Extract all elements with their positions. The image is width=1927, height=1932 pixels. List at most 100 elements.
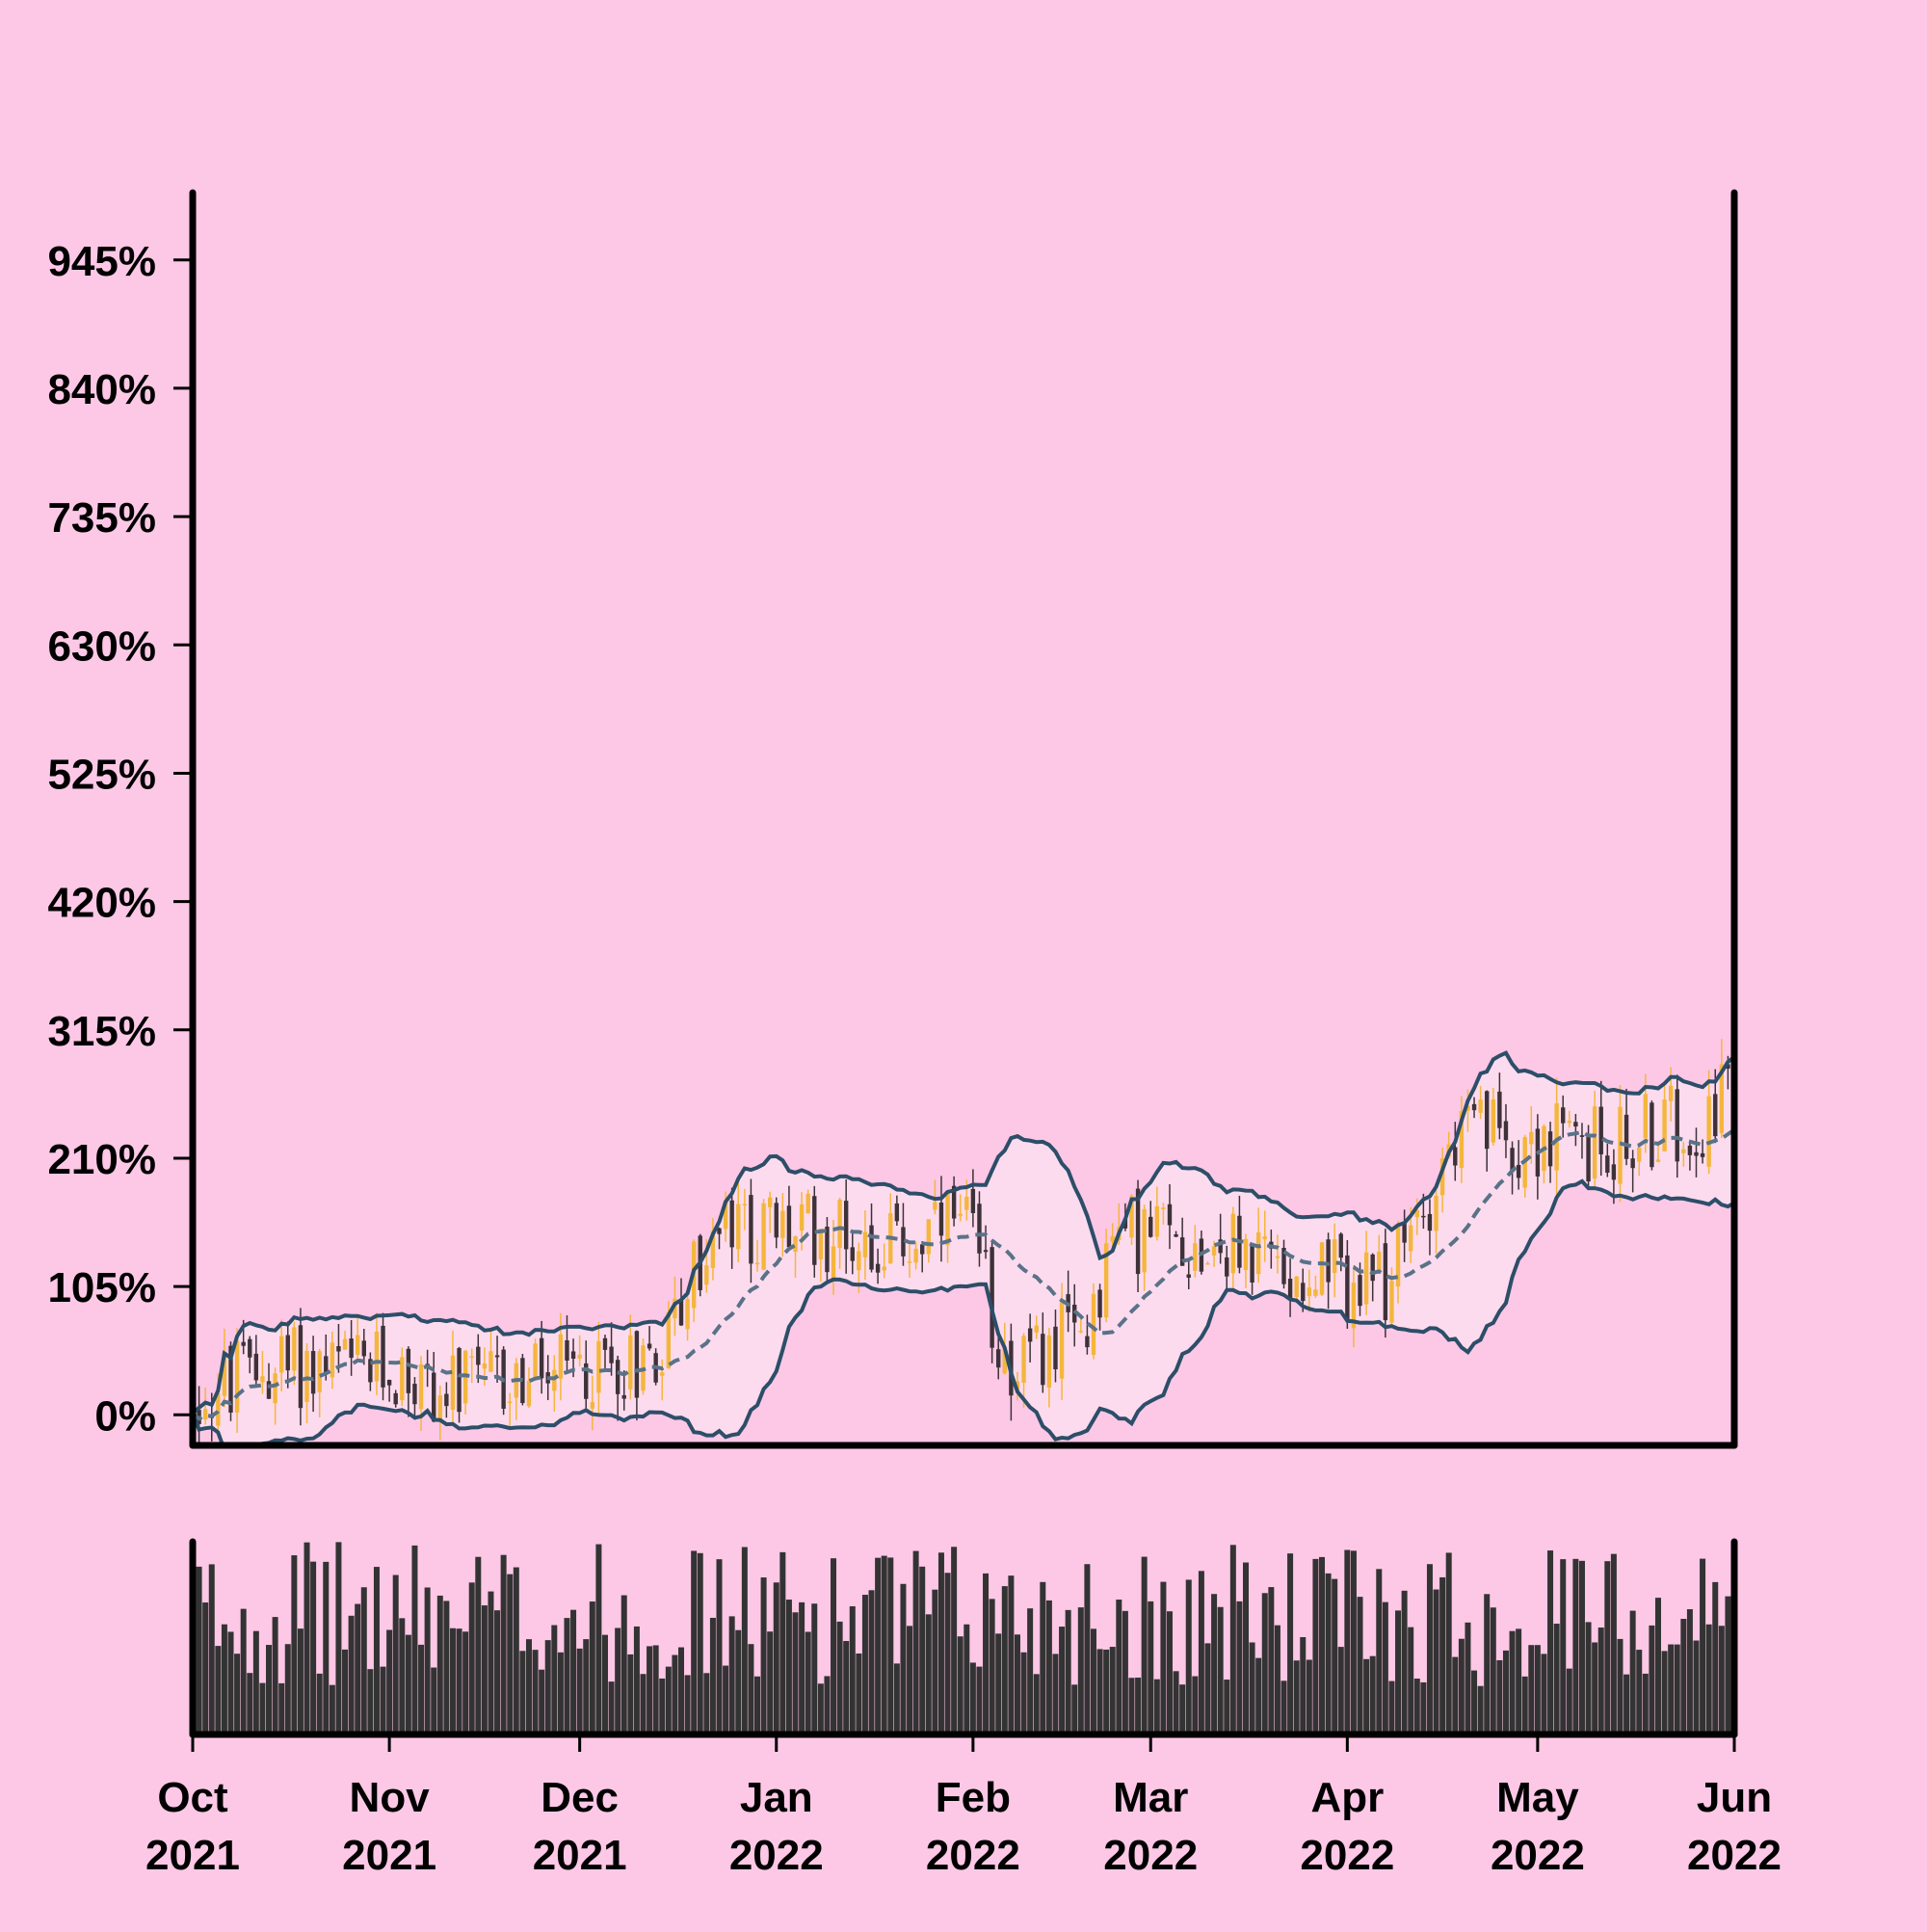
candle-body — [1301, 1283, 1306, 1302]
candle-body — [647, 1343, 652, 1349]
candle-body — [1218, 1239, 1223, 1254]
candlestick — [615, 1355, 620, 1421]
candle-body — [330, 1342, 335, 1378]
volume-bar — [1192, 1676, 1199, 1734]
candlestick — [1319, 1241, 1325, 1296]
volume-bar — [995, 1633, 1002, 1734]
candlestick — [901, 1203, 906, 1266]
candlestick — [1567, 1110, 1572, 1128]
candle-body — [1294, 1276, 1299, 1298]
candle-body — [1554, 1102, 1559, 1171]
candlestick — [977, 1191, 982, 1267]
candle-body — [1041, 1334, 1045, 1386]
candlestick — [1579, 1123, 1585, 1159]
candle-body — [1179, 1237, 1185, 1266]
candlestick — [317, 1348, 322, 1417]
candlestick — [1243, 1233, 1249, 1288]
candle-body — [926, 1219, 931, 1255]
candle-body — [253, 1353, 259, 1381]
volume-bar — [1680, 1619, 1687, 1734]
volume-bar — [1135, 1677, 1142, 1734]
candle-body — [1471, 1103, 1477, 1111]
candle-body — [1021, 1336, 1026, 1384]
candle-body — [1091, 1293, 1096, 1356]
volume-bar — [1077, 1607, 1084, 1734]
candle-body — [1459, 1111, 1465, 1169]
candlestick — [729, 1187, 734, 1269]
candlestick — [1491, 1087, 1495, 1146]
candle-body — [1726, 1064, 1730, 1070]
candle-body — [1681, 1149, 1686, 1153]
volume-bar — [912, 1550, 919, 1734]
volume-bar — [595, 1544, 602, 1734]
candle-body — [1307, 1287, 1312, 1297]
x-tick-label-month: May — [1496, 1774, 1579, 1821]
candle-body — [1637, 1147, 1642, 1162]
candlestick — [1637, 1146, 1642, 1177]
x-tick-label-year: 2021 — [342, 1832, 436, 1879]
volume-bar — [310, 1561, 317, 1734]
price-panel — [193, 1039, 1734, 1445]
candle-body — [508, 1401, 513, 1404]
candle-body — [444, 1393, 449, 1407]
candle-body — [742, 1204, 748, 1205]
volume-bar — [1332, 1578, 1338, 1734]
candle-body — [241, 1341, 246, 1346]
volume-bar — [1204, 1643, 1211, 1734]
candle-body — [749, 1195, 753, 1264]
candlestick — [1623, 1088, 1629, 1166]
volume-bar — [259, 1682, 266, 1734]
volume-bar — [824, 1676, 831, 1734]
candle-body — [1243, 1238, 1249, 1271]
candlestick — [450, 1330, 456, 1427]
candlestick — [1573, 1114, 1578, 1147]
volume-bar — [570, 1609, 577, 1734]
volume-bar — [525, 1639, 532, 1734]
candle-body — [1103, 1243, 1109, 1318]
volume-bar — [240, 1608, 247, 1734]
candlestick — [1478, 1085, 1483, 1120]
volume-bar — [868, 1590, 875, 1734]
candle-body — [1059, 1302, 1065, 1379]
candlestick — [437, 1385, 442, 1441]
volume-bar — [1153, 1679, 1160, 1734]
candle-body — [368, 1359, 373, 1383]
volume-bar — [539, 1669, 545, 1734]
candlestick — [774, 1197, 779, 1249]
candle-body — [825, 1227, 830, 1273]
volume-bar — [659, 1678, 666, 1734]
x-tick-label-month: Feb — [936, 1774, 1011, 1821]
candlestick — [938, 1176, 944, 1262]
candle-body — [1573, 1122, 1578, 1127]
volume-bar — [266, 1645, 273, 1734]
candle-body — [609, 1346, 614, 1363]
volume-bar — [1661, 1651, 1668, 1734]
middle-band-line — [193, 1127, 1734, 1421]
volume-bar — [957, 1636, 964, 1734]
volume-bar — [424, 1587, 431, 1734]
volume-bar — [297, 1628, 304, 1734]
candle-body — [634, 1331, 640, 1398]
candlestick — [1294, 1276, 1299, 1301]
axes: 0% 105% 210% 315% 420% 525% 630% 735% 840% 945% Oc… — [47, 189, 1782, 1879]
volume-bar — [647, 1646, 653, 1734]
volume-bar — [1148, 1601, 1154, 1734]
candle-body — [1630, 1158, 1635, 1169]
candle-body — [850, 1247, 855, 1261]
candlestick — [248, 1336, 252, 1374]
volume-bar — [564, 1618, 570, 1734]
candle-body — [964, 1196, 969, 1210]
candle-body — [945, 1193, 950, 1246]
volume-bar — [1553, 1624, 1560, 1734]
volume-bar — [792, 1612, 799, 1734]
volume-bar — [1610, 1553, 1617, 1734]
candlestick — [1179, 1217, 1185, 1266]
volume-bar — [583, 1639, 590, 1734]
volume-bar — [1179, 1684, 1186, 1734]
candlestick — [825, 1217, 830, 1282]
candle-body — [882, 1266, 886, 1271]
candlestick — [1351, 1265, 1357, 1348]
candle-body — [437, 1395, 442, 1422]
volume-bar — [272, 1617, 278, 1734]
volume-bar — [1382, 1601, 1388, 1734]
